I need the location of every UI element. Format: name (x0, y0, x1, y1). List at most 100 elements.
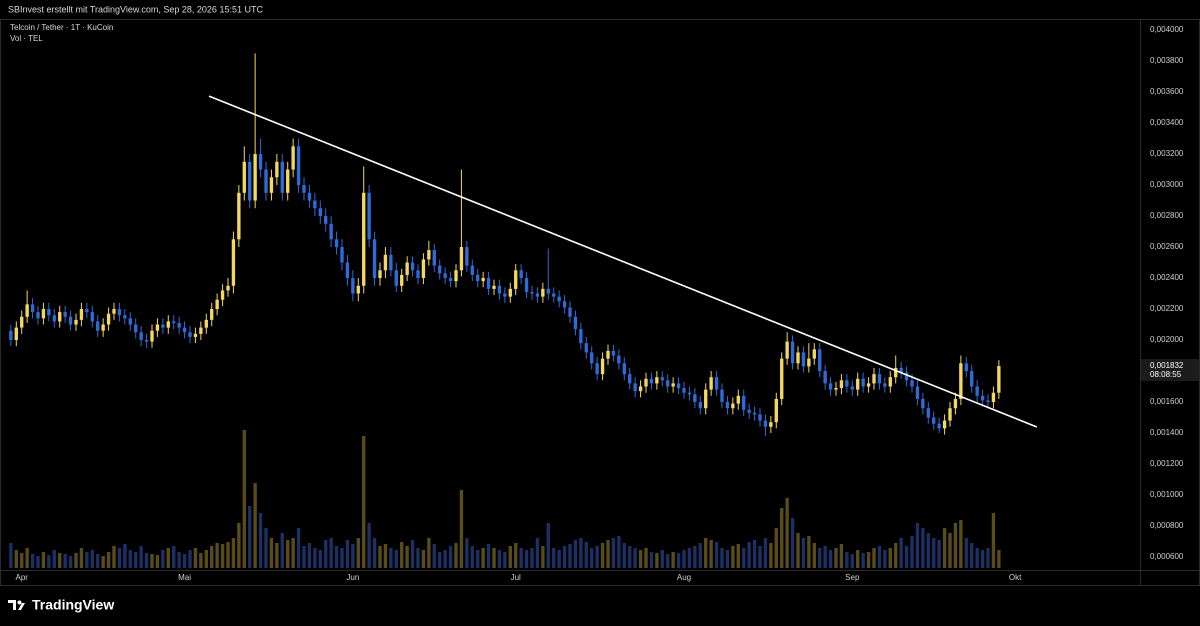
candle-body (720, 389, 724, 403)
volume-bar (286, 540, 290, 568)
volume-bar (188, 550, 192, 568)
candle-body (682, 388, 686, 393)
volume-bar (600, 543, 605, 568)
candle-body (172, 321, 176, 323)
candle-body (351, 278, 355, 294)
candle-body (302, 185, 306, 193)
candle-body (9, 330, 13, 341)
volume-bar (52, 550, 56, 568)
candle-body (139, 332, 143, 341)
y-tick-label: 0,002000 (1150, 335, 1184, 344)
candle-body (676, 383, 681, 389)
candle-body (74, 319, 78, 325)
candle-body (443, 273, 447, 279)
candle-body (177, 322, 181, 328)
candle-body (801, 352, 806, 367)
volume-bar (144, 553, 149, 568)
volume-bar (530, 548, 534, 568)
volume-bar (302, 546, 306, 568)
candle-body (90, 312, 94, 322)
volume-bar (899, 538, 903, 568)
volume-bar (30, 554, 35, 568)
volume-bar (193, 548, 198, 568)
candle-body (904, 372, 909, 381)
volume-bar (296, 528, 301, 568)
volume-bar (866, 552, 871, 568)
candle-body (492, 285, 496, 289)
volume-bar (14, 550, 18, 568)
volume-bar (264, 528, 268, 568)
volume-bar (177, 552, 181, 568)
candle-body (698, 402, 702, 409)
candle-body (63, 312, 67, 317)
volume-bar (948, 533, 952, 568)
candle-body (400, 274, 404, 286)
candle-body (497, 285, 502, 294)
candle-body (117, 309, 122, 316)
volume-bar (747, 542, 751, 568)
volume-bar (883, 550, 887, 568)
candle-body (101, 324, 105, 331)
volume-bar (427, 538, 431, 568)
y-tick-label: 0,002400 (1150, 273, 1184, 282)
candle-body (14, 327, 18, 341)
candle-body (568, 307, 572, 317)
candle-body (503, 293, 507, 297)
volume-bar (562, 546, 567, 568)
candle-body (980, 395, 985, 401)
candle-body (128, 318, 132, 325)
x-tick-label: Mai (178, 573, 191, 582)
candle-body (617, 355, 621, 364)
volume-bars (9, 430, 1001, 568)
volume-bar (329, 538, 333, 568)
volume-bar (231, 538, 236, 568)
candle-body (986, 400, 990, 403)
volume-bar (269, 538, 274, 568)
candle-body (752, 412, 757, 415)
volume-bar (166, 548, 170, 568)
volume-bar (307, 543, 312, 568)
candle-body (448, 278, 453, 282)
volume-bar (275, 543, 279, 568)
candle-body (655, 377, 659, 384)
candle-body (465, 247, 469, 266)
candle-body (329, 223, 333, 240)
volume-bar (752, 540, 757, 568)
candle-body (861, 378, 865, 387)
candle-body (438, 265, 442, 274)
volume-bar (839, 544, 844, 568)
candle-body (823, 371, 827, 384)
volume-bar (383, 544, 388, 568)
volume-bar (210, 546, 214, 568)
candle-body (372, 239, 377, 279)
candle-body (324, 216, 328, 224)
candle-body (258, 154, 263, 170)
candle-body (834, 388, 838, 390)
volume-bar (150, 554, 154, 568)
y-tick-label: 0,003800 (1150, 56, 1184, 65)
candle-body (432, 250, 436, 266)
candle-body (714, 377, 719, 390)
candle-body (937, 423, 941, 429)
volume-bar (953, 523, 958, 568)
volume-bar (921, 528, 925, 568)
volume-bar (324, 540, 328, 568)
candle-body (595, 363, 599, 375)
candle-body (345, 262, 350, 279)
y-tick-label: 0,001400 (1150, 428, 1184, 437)
y-tick-label: 0,001600 (1150, 397, 1184, 406)
volume-bar (975, 548, 979, 568)
candle-body (383, 254, 388, 271)
candle-body (959, 363, 963, 399)
candle-body (964, 363, 968, 372)
candle-body (671, 383, 675, 387)
candle-body (828, 383, 833, 390)
volume-bar (367, 523, 371, 568)
last-price-box (1141, 359, 1199, 382)
volume-bar (644, 548, 648, 568)
volume-bar (796, 533, 800, 568)
volume-bar (41, 552, 46, 568)
volume-bar (9, 543, 13, 568)
